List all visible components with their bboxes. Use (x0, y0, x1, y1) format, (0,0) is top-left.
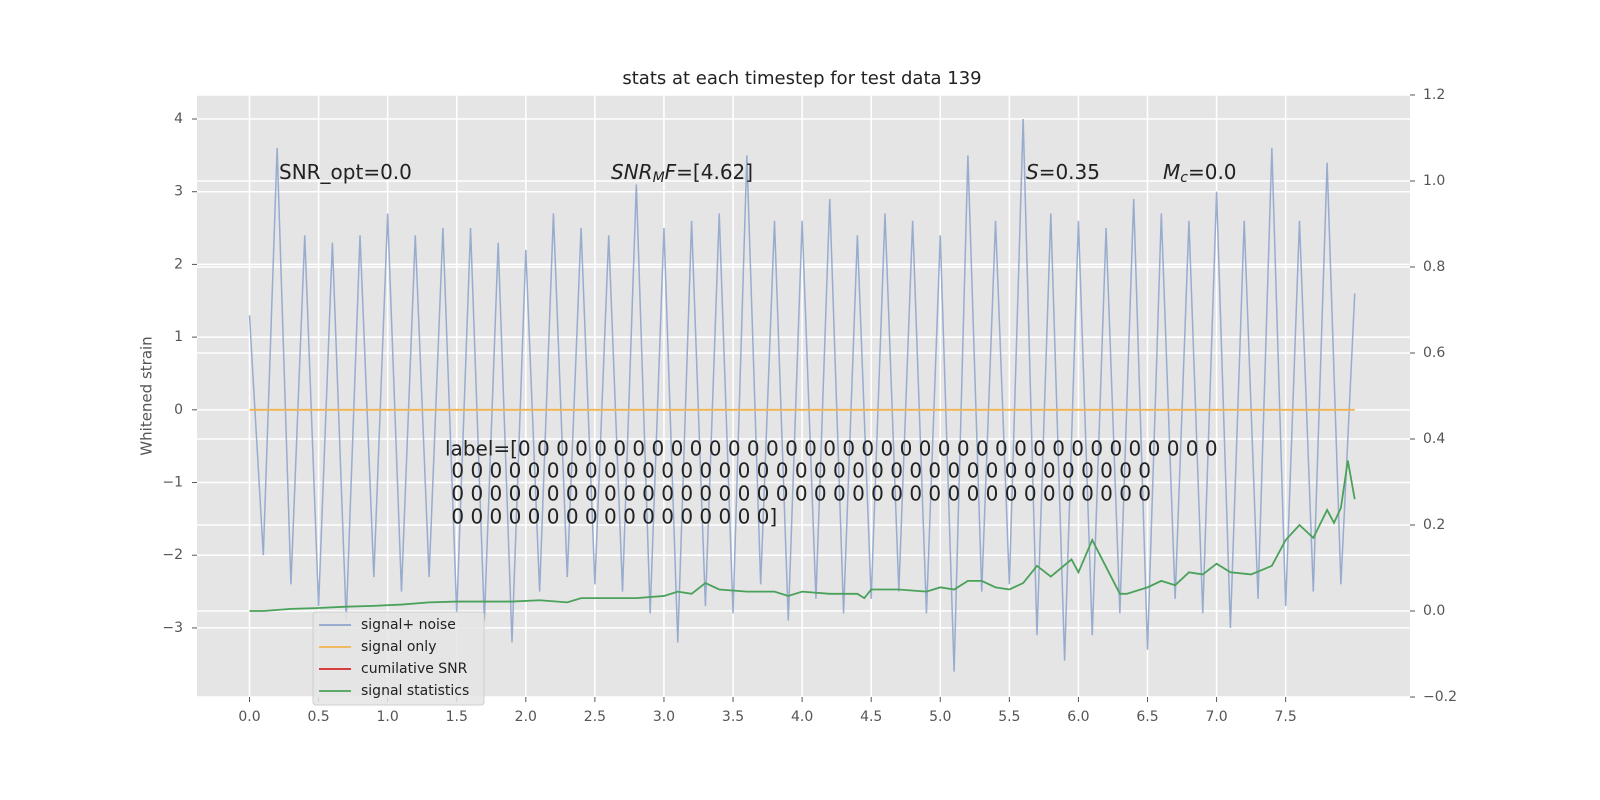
label-text: label=[0 0 0 0 0 0 0 0 0 0 0 0 0 0 0 0 0… (445, 437, 1218, 461)
legend-box (312, 611, 485, 706)
y-tick-label: 4 (174, 111, 183, 127)
axes: 0.0 0.5 1.0 1.5 2.0 2.5 3.0 3.5 4.0 4.5 5.0 5.5 6.0 6… (162, 87, 1457, 725)
y2-tick-label: 1.0 (1423, 173, 1445, 189)
annotation: Mc=0.0 (1163, 160, 1237, 187)
chart-title: stats at each timestep for test data 139 (622, 68, 981, 89)
annotation-text: =[4.62] (676, 160, 753, 184)
y2-tick-label: −0.2 (1423, 689, 1457, 705)
label-text: 0 0 0 0 0 0 0 0 0 0 0 0 0 0 0 0 0 0 0 0 … (445, 459, 1151, 483)
legend: signal+ noise signal only cumilative SNR si… (312, 611, 485, 706)
x-tick-label: 1.5 (446, 709, 468, 725)
x-tick-label: 7.0 (1205, 709, 1227, 725)
y-tick-label: −1 (162, 475, 183, 491)
legend-label: signal only (361, 639, 436, 655)
plot-area (197, 95, 1410, 697)
legend-label: cumilative SNR (361, 661, 468, 677)
lines (248, 118, 1356, 672)
x-tick-label: 1.0 (377, 709, 399, 725)
y2-tick-label: 1.2 (1423, 87, 1445, 103)
annotation: SNR_opt=0.0 (279, 160, 412, 184)
y-tick-label: 1 (174, 329, 183, 345)
series-line (249, 460, 1356, 612)
annotation-sub: c (1180, 170, 1188, 186)
y-tick-label: 2 (174, 256, 183, 272)
y2-tick-label: 0.8 (1423, 259, 1445, 275)
annotation-text: M (1163, 160, 1180, 184)
y2-tick-label: 0.4 (1423, 431, 1445, 447)
series-line (248, 118, 1356, 672)
y-tick-label: −2 (162, 547, 183, 563)
x-tick-label: 6.0 (1067, 709, 1089, 725)
legend-label: signal+ noise (361, 617, 456, 633)
x-tick-label: 0.0 (238, 709, 260, 725)
label-text: 0 0 0 0 0 0 0 0 0 0 0 0 0 0 0 0 0 0 0 0 … (445, 482, 1151, 506)
x-tick-label: 2.5 (584, 709, 606, 725)
x-tick-label: 3.0 (653, 709, 675, 725)
x-tick-label: 5.5 (998, 709, 1020, 725)
annotation-text: S (1026, 160, 1039, 184)
x-tick-label: 0.5 (307, 709, 329, 725)
grid (197, 94, 1410, 698)
annotation-text: =0.35 (1039, 160, 1100, 184)
y-tick-label: −3 (162, 620, 183, 636)
x-tick-label: 2.0 (515, 709, 537, 725)
x-tick-label: 5.0 (929, 709, 951, 725)
y-tick-label: 3 (174, 184, 183, 200)
annotation-text: SNR_opt=0.0 (279, 160, 412, 184)
y-axis-label: Whitened strain (138, 336, 156, 455)
annotation: SNRMF=[4.62] (611, 160, 753, 187)
annotation-text: SNR (611, 160, 653, 184)
y-tick-label: 0 (174, 402, 183, 418)
y2-tick-label: 0.6 (1423, 345, 1445, 361)
x-tick-label: 4.5 (860, 709, 882, 725)
x-tick-label: 6.5 (1136, 709, 1158, 725)
y2-tick-label: 0.2 (1423, 517, 1445, 533)
annotation-text: F (665, 160, 677, 184)
annotation: S=0.35 (1026, 160, 1100, 184)
label-text: 0 0 0 0 0 0 0 0 0 0 0 0 0 0 0 0 0] (445, 505, 777, 529)
legend-label: signal statistics (361, 683, 469, 699)
y2-tick-label: 0.0 (1423, 603, 1445, 619)
x-tick-label: 4.0 (791, 709, 813, 725)
annotation-sub: M (653, 170, 665, 186)
x-tick-label: 7.5 (1275, 709, 1297, 725)
annotation-text: =0.0 (1188, 160, 1237, 184)
x-tick-label: 3.5 (722, 709, 744, 725)
